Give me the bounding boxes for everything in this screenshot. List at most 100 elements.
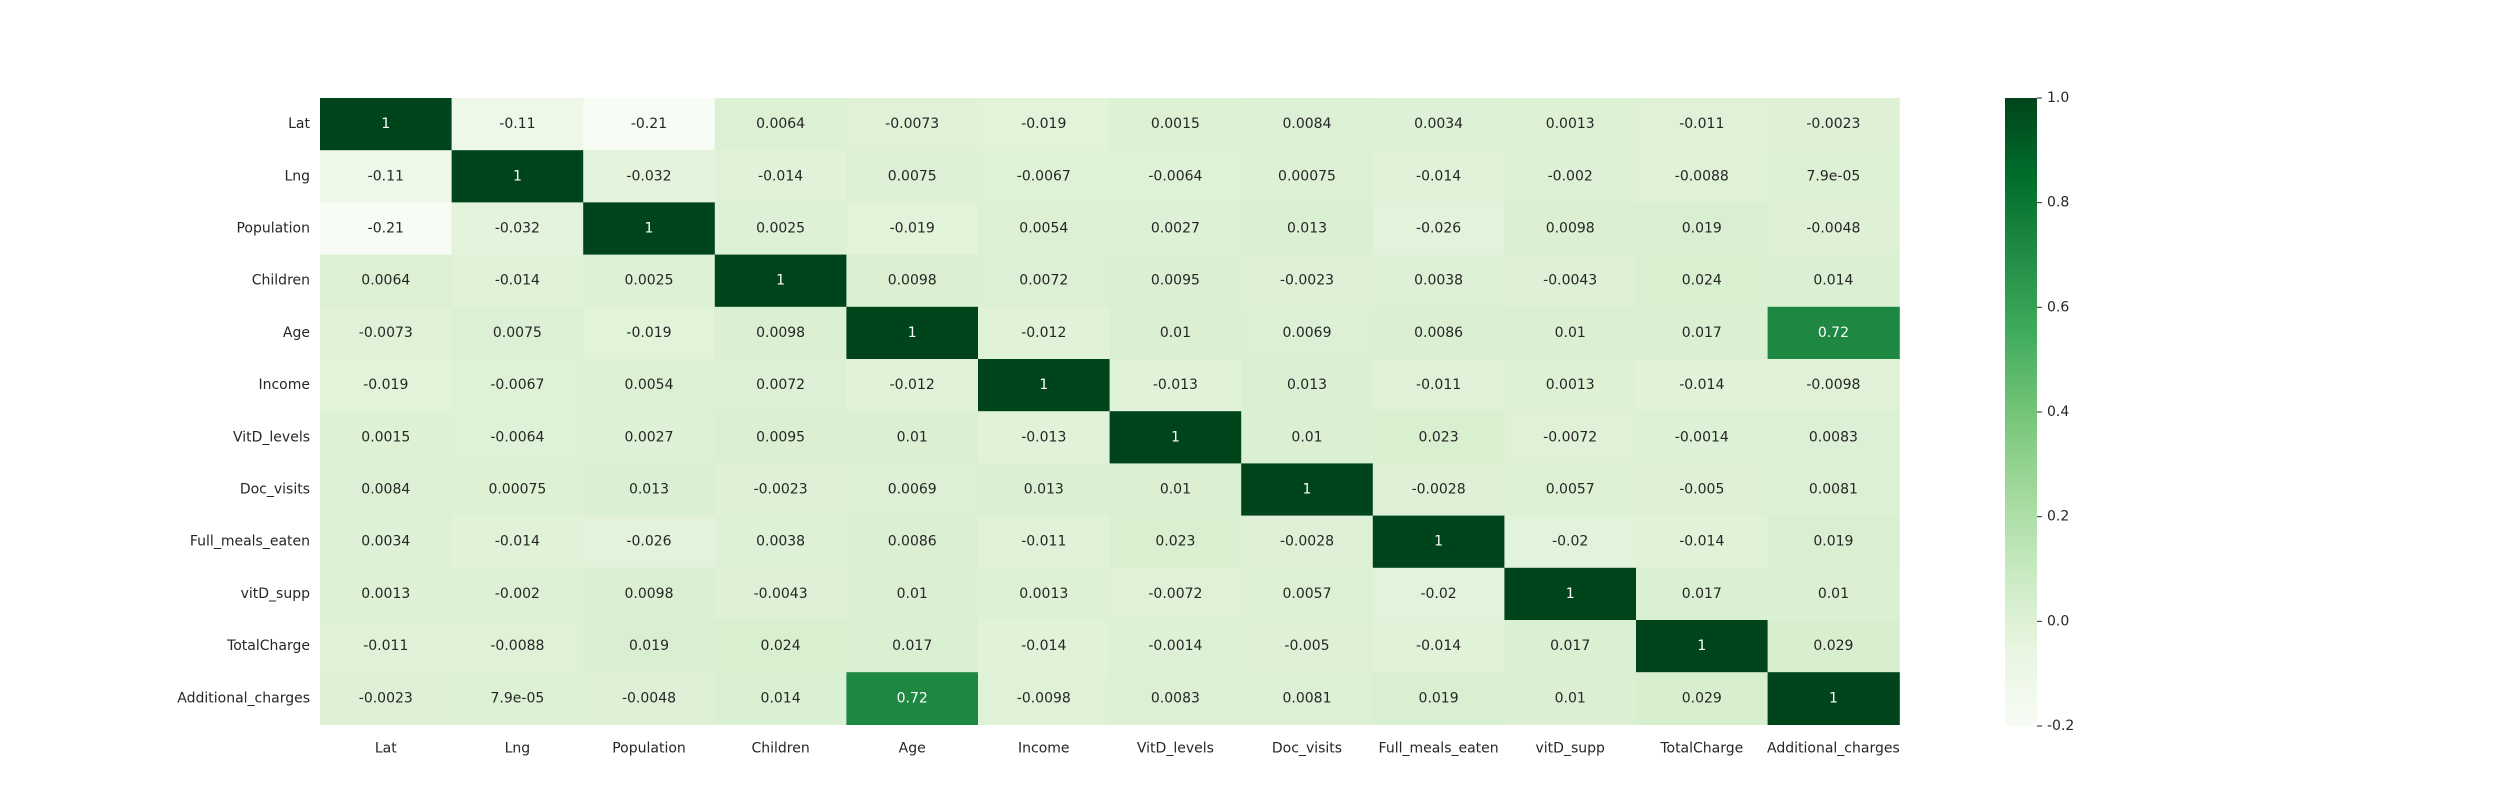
cell-value-label: -0.011: [363, 638, 408, 654]
heatmap-cell-doc-visits-vitd-supp: [1504, 463, 1637, 517]
cell-value-label: 0.013: [1024, 482, 1064, 498]
cell-value-label: -0.026: [626, 534, 671, 550]
heatmap-cell-full-meals-eaten-doc-visits: [1241, 515, 1374, 569]
heatmap-cell-vitd-levels-population: [583, 411, 716, 464]
heatmap-cell-full-meals-eaten-vitd-levels: [1109, 515, 1242, 569]
cell-value-label: 0.019: [1682, 221, 1722, 237]
cell-value-label: 0.0072: [1019, 273, 1068, 289]
cell-value-label: 1: [645, 221, 654, 237]
row-label-full-meals-eaten: Full_meals_eaten: [190, 534, 310, 550]
cell-value-label: -0.032: [495, 221, 540, 237]
heatmap-cell-children-children: [714, 254, 847, 308]
cell-value-label: -0.0067: [490, 377, 544, 393]
heatmap-cell-income-doc-visits: [1241, 359, 1374, 412]
cell-value-label: 0.0098: [625, 586, 674, 602]
heatmap-cell-population-doc-visits: [1241, 202, 1374, 256]
heatmap-cell-full-meals-eaten-full-meals-eaten: [1372, 515, 1505, 569]
heatmap-cell-additional-charges-full-meals-eaten: [1372, 672, 1505, 725]
cell-value-label: 0.72: [897, 690, 928, 706]
heatmap-cell-lng-lng: [451, 150, 584, 203]
cell-value-label: -0.011: [1021, 534, 1066, 550]
colorbar-tick-label: 0.8: [2047, 195, 2069, 211]
heatmap-cell-vitd-levels-lat: [320, 411, 453, 464]
colorbar-tick-label: 0.6: [2047, 299, 2069, 315]
heatmap-cell-lat-full-meals-eaten: [1372, 98, 1505, 151]
heatmap-cell-population-lat: [320, 202, 453, 256]
cell-value-label: 1: [908, 325, 917, 341]
cell-value-label: 0.0025: [756, 221, 805, 237]
row-label-totalcharge: TotalCharge: [226, 638, 310, 654]
cell-value-label: -0.012: [890, 377, 935, 393]
heatmap-cell-population-children: [714, 202, 847, 256]
heatmap-cell-lng-doc-visits: [1241, 150, 1374, 203]
heatmap-cell-totalcharge-full-meals-eaten: [1372, 620, 1505, 673]
cell-value-label: 0.0013: [361, 586, 410, 602]
cell-value-label: -0.014: [1416, 638, 1461, 654]
heatmap-cell-lat-children: [714, 98, 847, 151]
cell-value-label: -0.014: [1021, 638, 1066, 654]
heatmap-cell-lat-vitd-levels: [1109, 98, 1242, 151]
cell-value-label: 0.019: [1813, 534, 1853, 550]
cell-value-label: 0.0027: [625, 429, 674, 445]
colorbar-tick-label: 0.2: [2047, 509, 2069, 525]
cell-value-label: -0.005: [1679, 482, 1724, 498]
heatmap-cell-lng-totalcharge: [1636, 150, 1769, 203]
cell-value-label: -0.011: [1679, 116, 1724, 132]
heatmap-cell-doc-visits-children: [714, 463, 847, 517]
heatmap-cell-full-meals-eaten-population: [583, 515, 716, 569]
cell-value-label: 0.0072: [756, 377, 805, 393]
heatmap-cell-income-income: [978, 359, 1111, 412]
heatmap-cell-vitd-levels-vitd-supp: [1504, 411, 1637, 464]
heatmap-cell-population-additional-charges: [1767, 202, 1900, 256]
heatmap-cell-additional-charges-income: [978, 672, 1111, 725]
colorbar-tick-label: -0.2: [2047, 718, 2074, 734]
heatmap-cell-additional-charges-children: [714, 672, 847, 725]
heatmap-cell-vitd-supp-doc-visits: [1241, 567, 1374, 621]
cell-value-label: -0.0088: [490, 638, 544, 654]
cell-value-label: -0.21: [368, 221, 404, 237]
heatmap-cell-children-population: [583, 254, 716, 308]
heatmap-cell-doc-visits-vitd-levels: [1109, 463, 1242, 517]
heatmap-cell-lat-lng: [451, 98, 584, 151]
cell-value-label: 0.0086: [1414, 325, 1463, 341]
heatmap-cell-lng-population: [583, 150, 716, 203]
cell-value-label: 0.0095: [1151, 273, 1200, 289]
cell-value-label: -0.0067: [1017, 168, 1071, 184]
cell-value-label: -0.21: [631, 116, 667, 132]
heatmap-cells: [320, 98, 1900, 725]
heatmap-cell-vitd-levels-doc-visits: [1241, 411, 1374, 464]
heatmap-cell-additional-charges-age: [846, 672, 979, 725]
cell-value-label: 0.0086: [888, 534, 937, 550]
column-label-totalcharge: TotalCharge: [1659, 740, 1743, 756]
cell-value-label: -0.002: [495, 586, 540, 602]
cell-value-label: 0.017: [1682, 586, 1722, 602]
heatmap-cell-lat-lat: [320, 98, 453, 151]
heatmap-cell-vitd-supp-lat: [320, 567, 453, 621]
colorbar-tick-label: 0.0: [2047, 613, 2069, 629]
cell-value-label: 0.023: [1155, 534, 1195, 550]
cell-value-label: -0.014: [1679, 534, 1724, 550]
heatmap-cell-age-doc-visits: [1241, 306, 1374, 360]
cell-value-label: -0.0048: [1806, 221, 1860, 237]
cell-value-label: 0.01: [1160, 482, 1191, 498]
column-label-children: Children: [751, 740, 809, 756]
cell-value-label: 0.00075: [1278, 168, 1336, 184]
cell-value-label: -0.02: [1420, 586, 1456, 602]
colorbar-ticks: -0.2 0.0 0.2 0.4 0.6 0.8 1.0: [2037, 90, 2074, 734]
row-label-age: Age: [283, 325, 310, 341]
cell-value-label: 0.0054: [1019, 221, 1068, 237]
cell-value-label: 0.0075: [888, 168, 937, 184]
heatmap-cell-doc-visits-age: [846, 463, 979, 517]
cell-value-label: 0.01: [1160, 325, 1191, 341]
heatmap-cell-lng-full-meals-eaten: [1372, 150, 1505, 203]
column-label-doc-visits: Doc_visits: [1272, 740, 1342, 756]
cell-value-label: 0.029: [1682, 690, 1722, 706]
heatmap-cell-full-meals-eaten-vitd-supp: [1504, 515, 1637, 569]
heatmap-cell-lng-additional-charges: [1767, 150, 1900, 203]
heatmap-cell-vitd-supp-totalcharge: [1636, 567, 1769, 621]
heatmap-cell-age-population: [583, 306, 716, 360]
heatmap-cell-vitd-supp-age: [846, 567, 979, 621]
heatmap-cell-doc-visits-additional-charges: [1767, 463, 1900, 517]
cell-value-label: 0.0054: [625, 377, 674, 393]
